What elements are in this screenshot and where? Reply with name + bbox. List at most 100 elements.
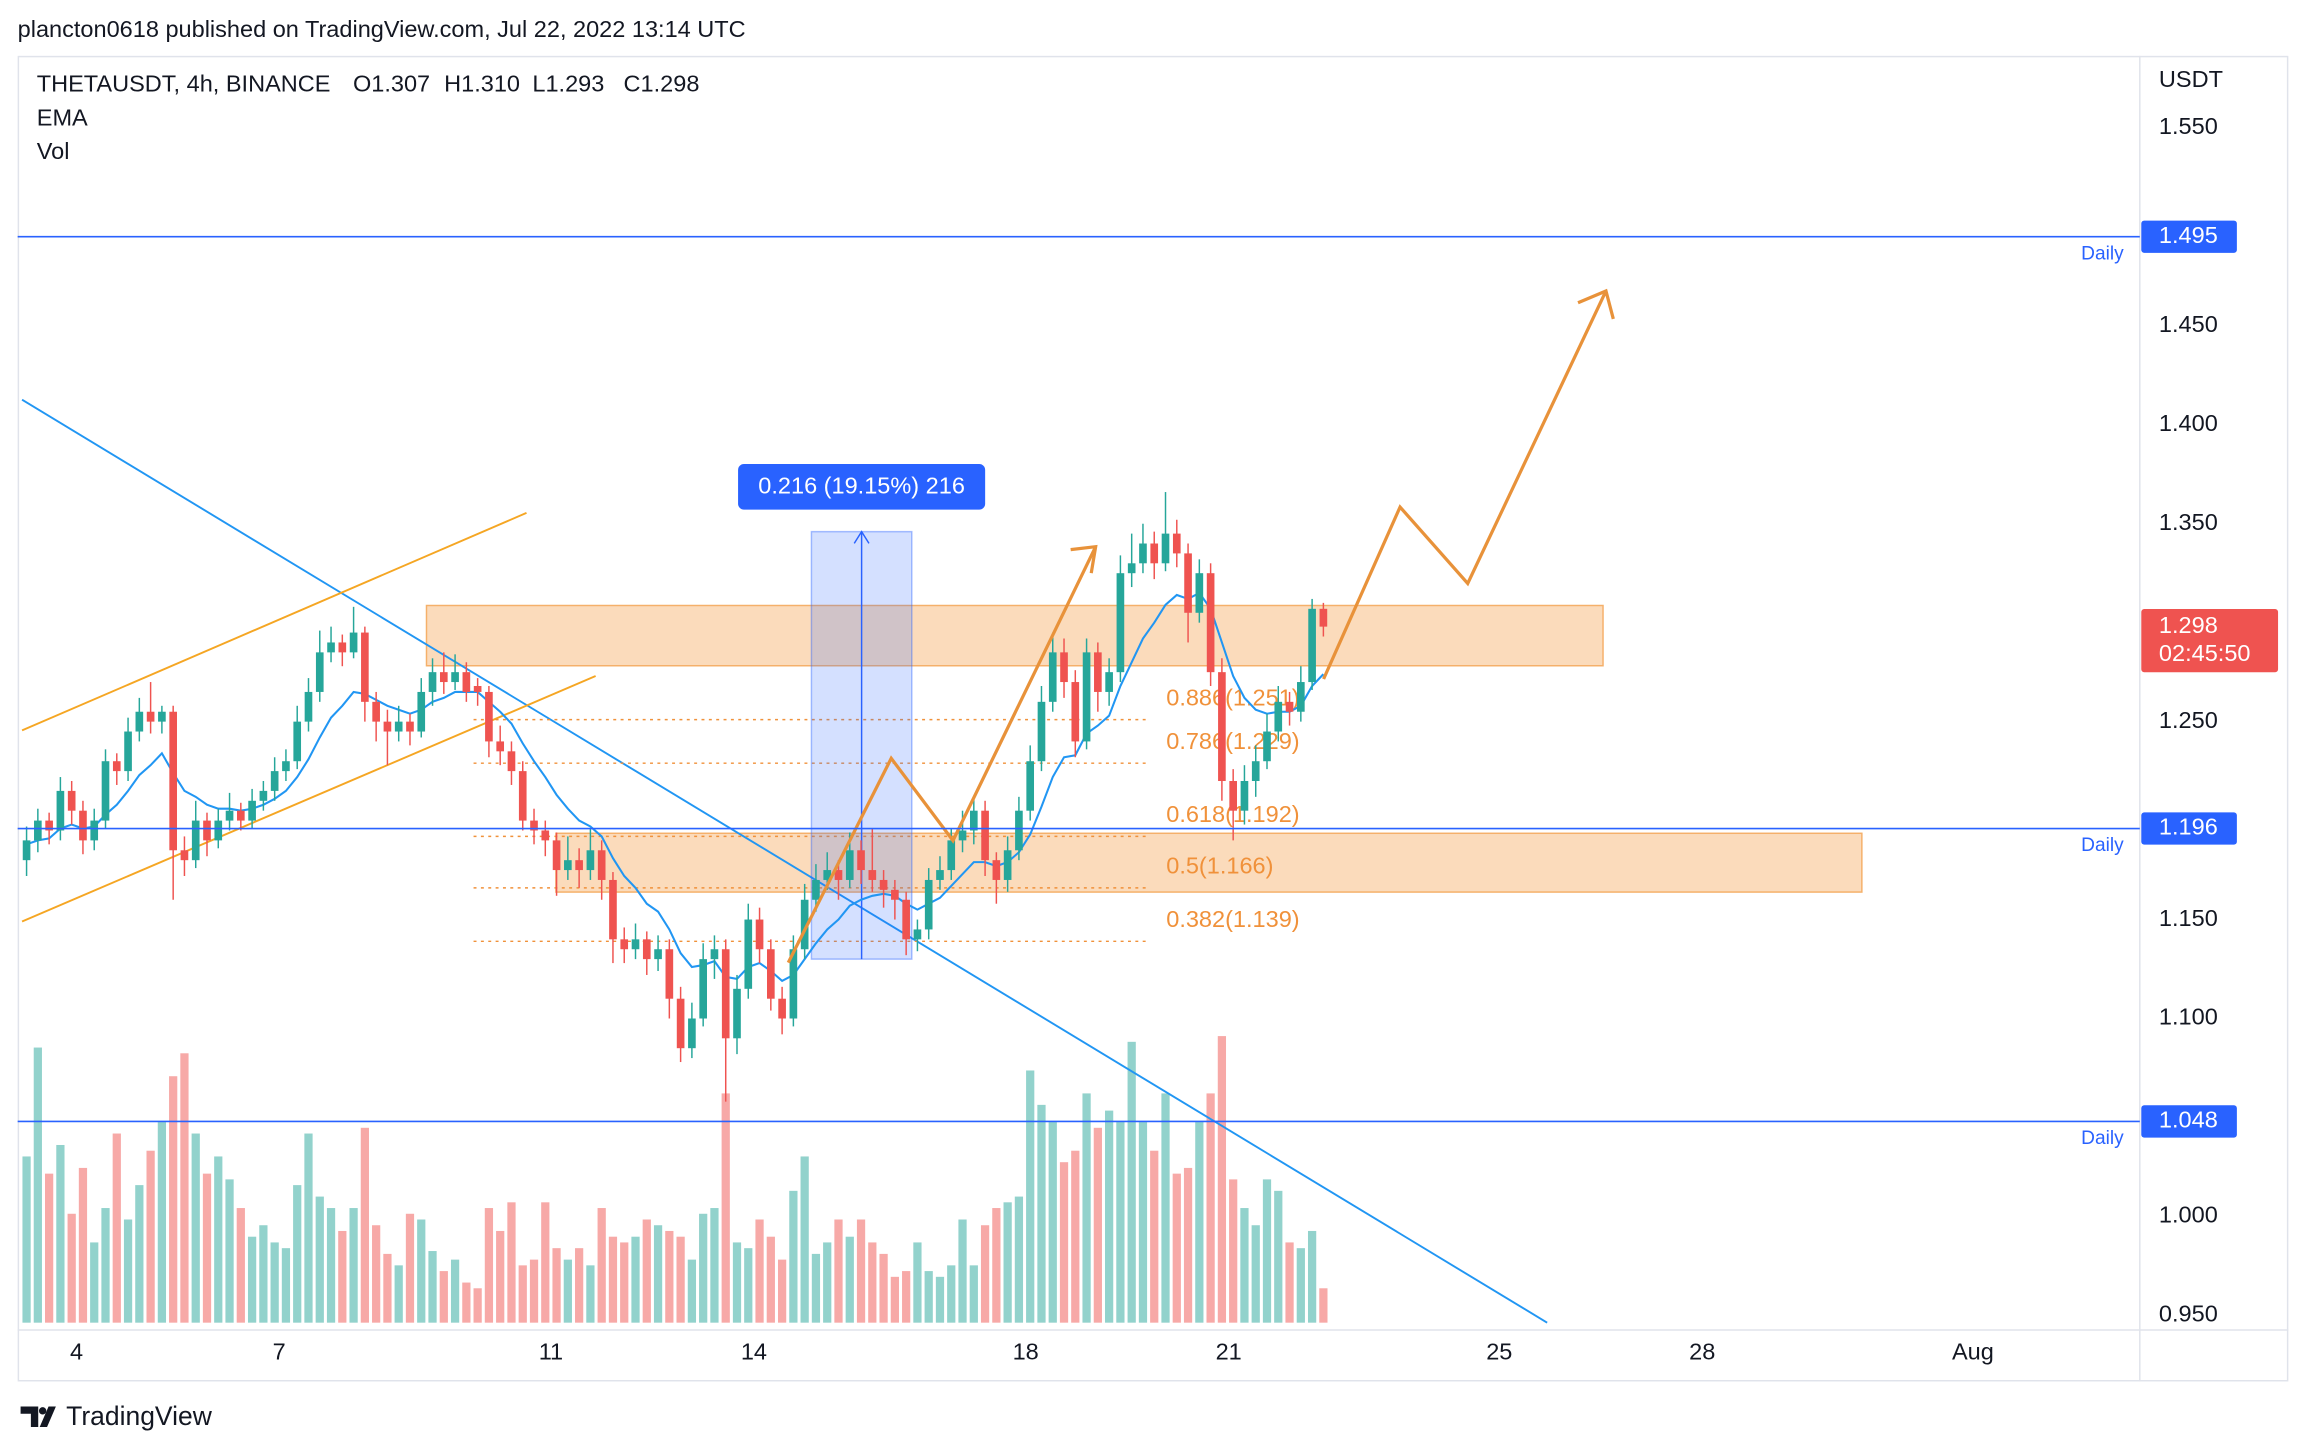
ohlc-high: H1.310 (444, 70, 520, 96)
volume-bar (665, 1230, 674, 1323)
candle-body (1048, 652, 1057, 702)
candle-body (1139, 543, 1147, 564)
candle-body (22, 840, 31, 861)
channel-upper (21, 512, 527, 732)
candle-body (868, 870, 877, 880)
candle-body (924, 879, 933, 930)
volume-bar (529, 1259, 539, 1323)
x-tick-label: 25 (1486, 1339, 1512, 1365)
volume-bar (1296, 1248, 1305, 1323)
volume-bar (1240, 1208, 1249, 1323)
level-badge (2141, 220, 2237, 253)
candle-layer (22, 492, 1328, 1102)
volume-bar (1172, 1173, 1181, 1323)
candle-body (169, 711, 177, 851)
volume-bar (1048, 1122, 1057, 1323)
volume-bar (1026, 1070, 1035, 1323)
candle-body (721, 949, 730, 1039)
fib-label: 0.5(1.166) (1166, 853, 1273, 879)
volume-bar (834, 1219, 843, 1323)
level-badge-label: 1.048 (2159, 1107, 2218, 1133)
candle-body (1229, 781, 1237, 811)
volume-bar (33, 1047, 42, 1323)
candle-body (473, 686, 482, 692)
volume-bar (958, 1219, 967, 1323)
candle-body (439, 672, 448, 683)
trend-line (21, 398, 1548, 1324)
volume-bar (405, 1213, 415, 1323)
candle-body (710, 949, 719, 960)
volume-bar (1161, 1093, 1170, 1323)
y-tick-label: 1.350 (2159, 509, 2218, 535)
volume-bar (924, 1271, 933, 1323)
level-badge (2141, 812, 2237, 845)
candle-body (845, 850, 854, 880)
volume-bar (642, 1219, 651, 1323)
volume-bar (947, 1265, 956, 1323)
volume-bar (236, 1208, 245, 1323)
level-badge (2141, 1105, 2237, 1138)
candle-body (90, 820, 99, 841)
candle-body (541, 830, 550, 841)
volume-bar (259, 1225, 268, 1323)
candle-body (1003, 850, 1012, 880)
x-tick-label: 14 (741, 1339, 767, 1365)
volume-bar (687, 1259, 697, 1323)
volume-bar (360, 1127, 369, 1323)
volume-bar (868, 1242, 877, 1323)
candle-body (1150, 543, 1159, 564)
fib-label: 0.382(1.139) (1166, 906, 1299, 932)
candle-body (958, 830, 967, 841)
measure-label: 0.216 (19.15%) 216 (758, 473, 965, 499)
candle-body (665, 949, 674, 999)
candle-body (361, 632, 369, 702)
candle-body (688, 1018, 696, 1049)
demand-zone (555, 832, 1863, 893)
candle-body (180, 850, 189, 861)
candle-body (902, 899, 910, 940)
volume-bar (135, 1185, 144, 1323)
volume-bar (496, 1230, 505, 1323)
candle-body (654, 949, 662, 960)
candle-body (1251, 761, 1260, 782)
candle-body (135, 711, 144, 732)
volume-bar (597, 1208, 606, 1323)
volume-bar (992, 1208, 1001, 1323)
volume-bar (372, 1225, 381, 1323)
volume-bar (507, 1202, 516, 1323)
volume-bar (811, 1253, 821, 1323)
volume-bar (281, 1248, 291, 1323)
candle-body (733, 988, 741, 1039)
candle-body (631, 939, 640, 950)
publisher: plancton0618 published on TradingView.co… (18, 16, 746, 42)
candle-body (1037, 701, 1046, 762)
candle-body (1206, 573, 1215, 673)
axis-unit: USDT (2159, 66, 2223, 92)
candle-body (293, 721, 302, 762)
volume-bar (214, 1156, 223, 1323)
candle-body (67, 790, 76, 811)
volume-bar (428, 1251, 437, 1323)
x-tick-label: 28 (1689, 1339, 1715, 1365)
x-tick-label: 18 (1013, 1339, 1039, 1365)
candle-body (417, 691, 426, 732)
volume-bar (1127, 1041, 1136, 1323)
candle-body (203, 820, 211, 841)
candle-body (101, 761, 110, 821)
candle-body (586, 850, 595, 871)
overlay-layer: 0.886(1.251)0.786(1.229)0.618(1.192)0.5(… (473, 464, 1300, 960)
volume-bar (67, 1213, 76, 1323)
volume-bar (902, 1271, 911, 1323)
y-tick-label: 1.000 (2159, 1202, 2218, 1228)
candle-body (642, 939, 651, 960)
volume-bar (1071, 1150, 1080, 1323)
volume-bar (1206, 1093, 1215, 1323)
candle-body (879, 879, 888, 890)
volume-bar (293, 1185, 302, 1323)
candle-body (1172, 533, 1181, 554)
volume-bar (879, 1253, 888, 1323)
candle-body (485, 691, 493, 742)
volume-bar (112, 1133, 121, 1323)
candle-body (1071, 682, 1080, 742)
volume-bar (518, 1265, 527, 1323)
